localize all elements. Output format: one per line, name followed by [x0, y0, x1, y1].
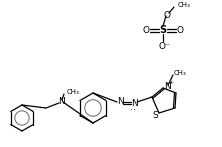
Text: S: S: [159, 25, 166, 35]
Text: O: O: [176, 25, 184, 35]
Text: ‥: ‥: [130, 102, 136, 112]
Text: N: N: [117, 97, 123, 106]
Text: N: N: [164, 81, 170, 91]
Text: CH₃: CH₃: [67, 89, 80, 95]
Text: S: S: [152, 112, 158, 121]
Text: CH₃: CH₃: [174, 70, 187, 76]
Text: +: +: [168, 80, 174, 85]
Text: N: N: [58, 97, 64, 106]
Text: O⁻: O⁻: [158, 41, 170, 51]
Text: O: O: [163, 10, 170, 20]
Text: O: O: [143, 25, 149, 35]
Text: CH₃: CH₃: [178, 2, 191, 8]
Text: N: N: [131, 98, 137, 107]
